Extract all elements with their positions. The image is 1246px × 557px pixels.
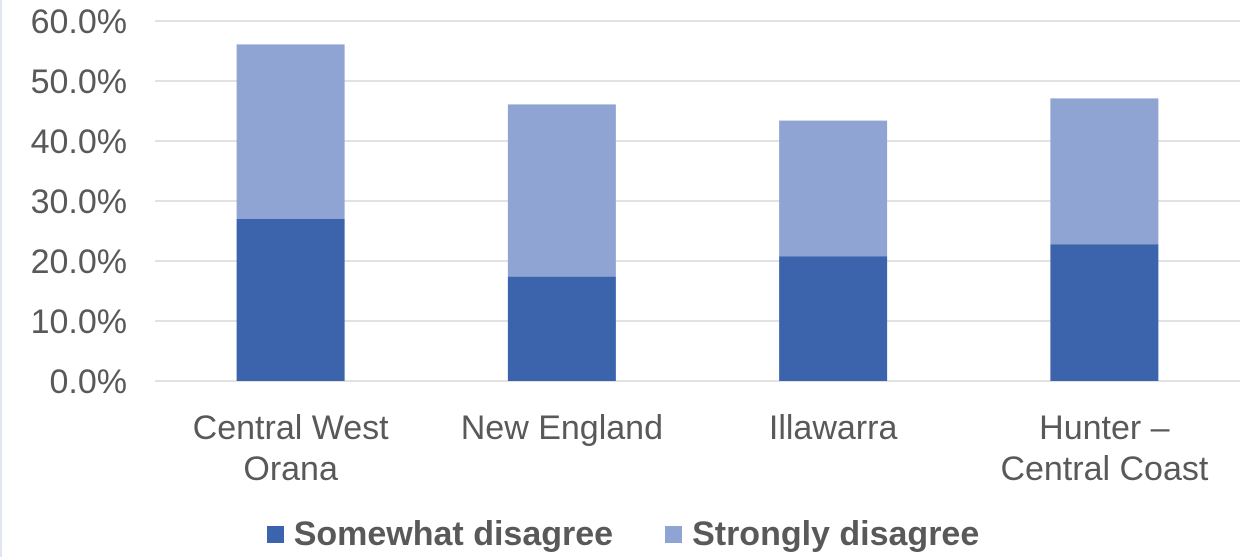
bar-segment-strongly-disagree bbox=[236, 44, 345, 220]
legend-label-somewhat-disagree: Somewhat disagree bbox=[293, 514, 614, 553]
bar-segment-somewhat-disagree bbox=[779, 256, 888, 381]
x-category-label: Hunter – Central Coast bbox=[1000, 409, 1208, 488]
bar-segment-strongly-disagree bbox=[507, 104, 616, 277]
y-tick-label: 20.0% bbox=[31, 243, 127, 281]
y-tick-label: 0.0% bbox=[50, 363, 128, 401]
legend-item-somewhat-disagree: Somewhat disagree bbox=[266, 514, 614, 554]
y-tick-label: 60.0% bbox=[31, 3, 127, 41]
bar-segment-strongly-disagree bbox=[779, 120, 888, 257]
stacked-bar-chart: 0.0% 10.0% 20.0% 30.0% 40.0% 50.0% 60.0% Centr… bbox=[31, 3, 1240, 488]
bar-segment-strongly-disagree bbox=[1050, 98, 1159, 245]
x-category-label: Illawarra bbox=[769, 409, 898, 447]
legend-swatch-strongly-disagree bbox=[665, 525, 683, 543]
bar-segment-somewhat-disagree bbox=[236, 219, 345, 381]
y-tick-label: 10.0% bbox=[31, 303, 127, 341]
bar-segment-somewhat-disagree bbox=[507, 276, 616, 381]
legend-item-strongly-disagree: Strongly disagree bbox=[665, 515, 979, 554]
bar-segment-somewhat-disagree bbox=[1050, 244, 1159, 381]
legend-label-strongly-disagree: Strongly disagree bbox=[692, 514, 980, 553]
y-tick-label: 50.0% bbox=[31, 63, 127, 101]
y-tick-label: 30.0% bbox=[31, 183, 127, 221]
x-category-label: Central West Orana bbox=[193, 409, 389, 488]
legend-swatch-somewhat-disagree bbox=[266, 525, 284, 543]
y-axis-ticks: 0.0% 10.0% 20.0% 30.0% 40.0% 50.0% 60.0% bbox=[31, 3, 127, 401]
x-axis-categories: Central West Orana New England Illawarra Hun… bbox=[193, 409, 1209, 488]
legend: Somewhat disagree Strongly disagree bbox=[0, 511, 1246, 557]
x-category-label: New England bbox=[461, 409, 663, 447]
y-tick-label: 40.0% bbox=[31, 123, 127, 161]
left-border-line bbox=[0, 0, 2, 557]
bars bbox=[236, 44, 1159, 381]
